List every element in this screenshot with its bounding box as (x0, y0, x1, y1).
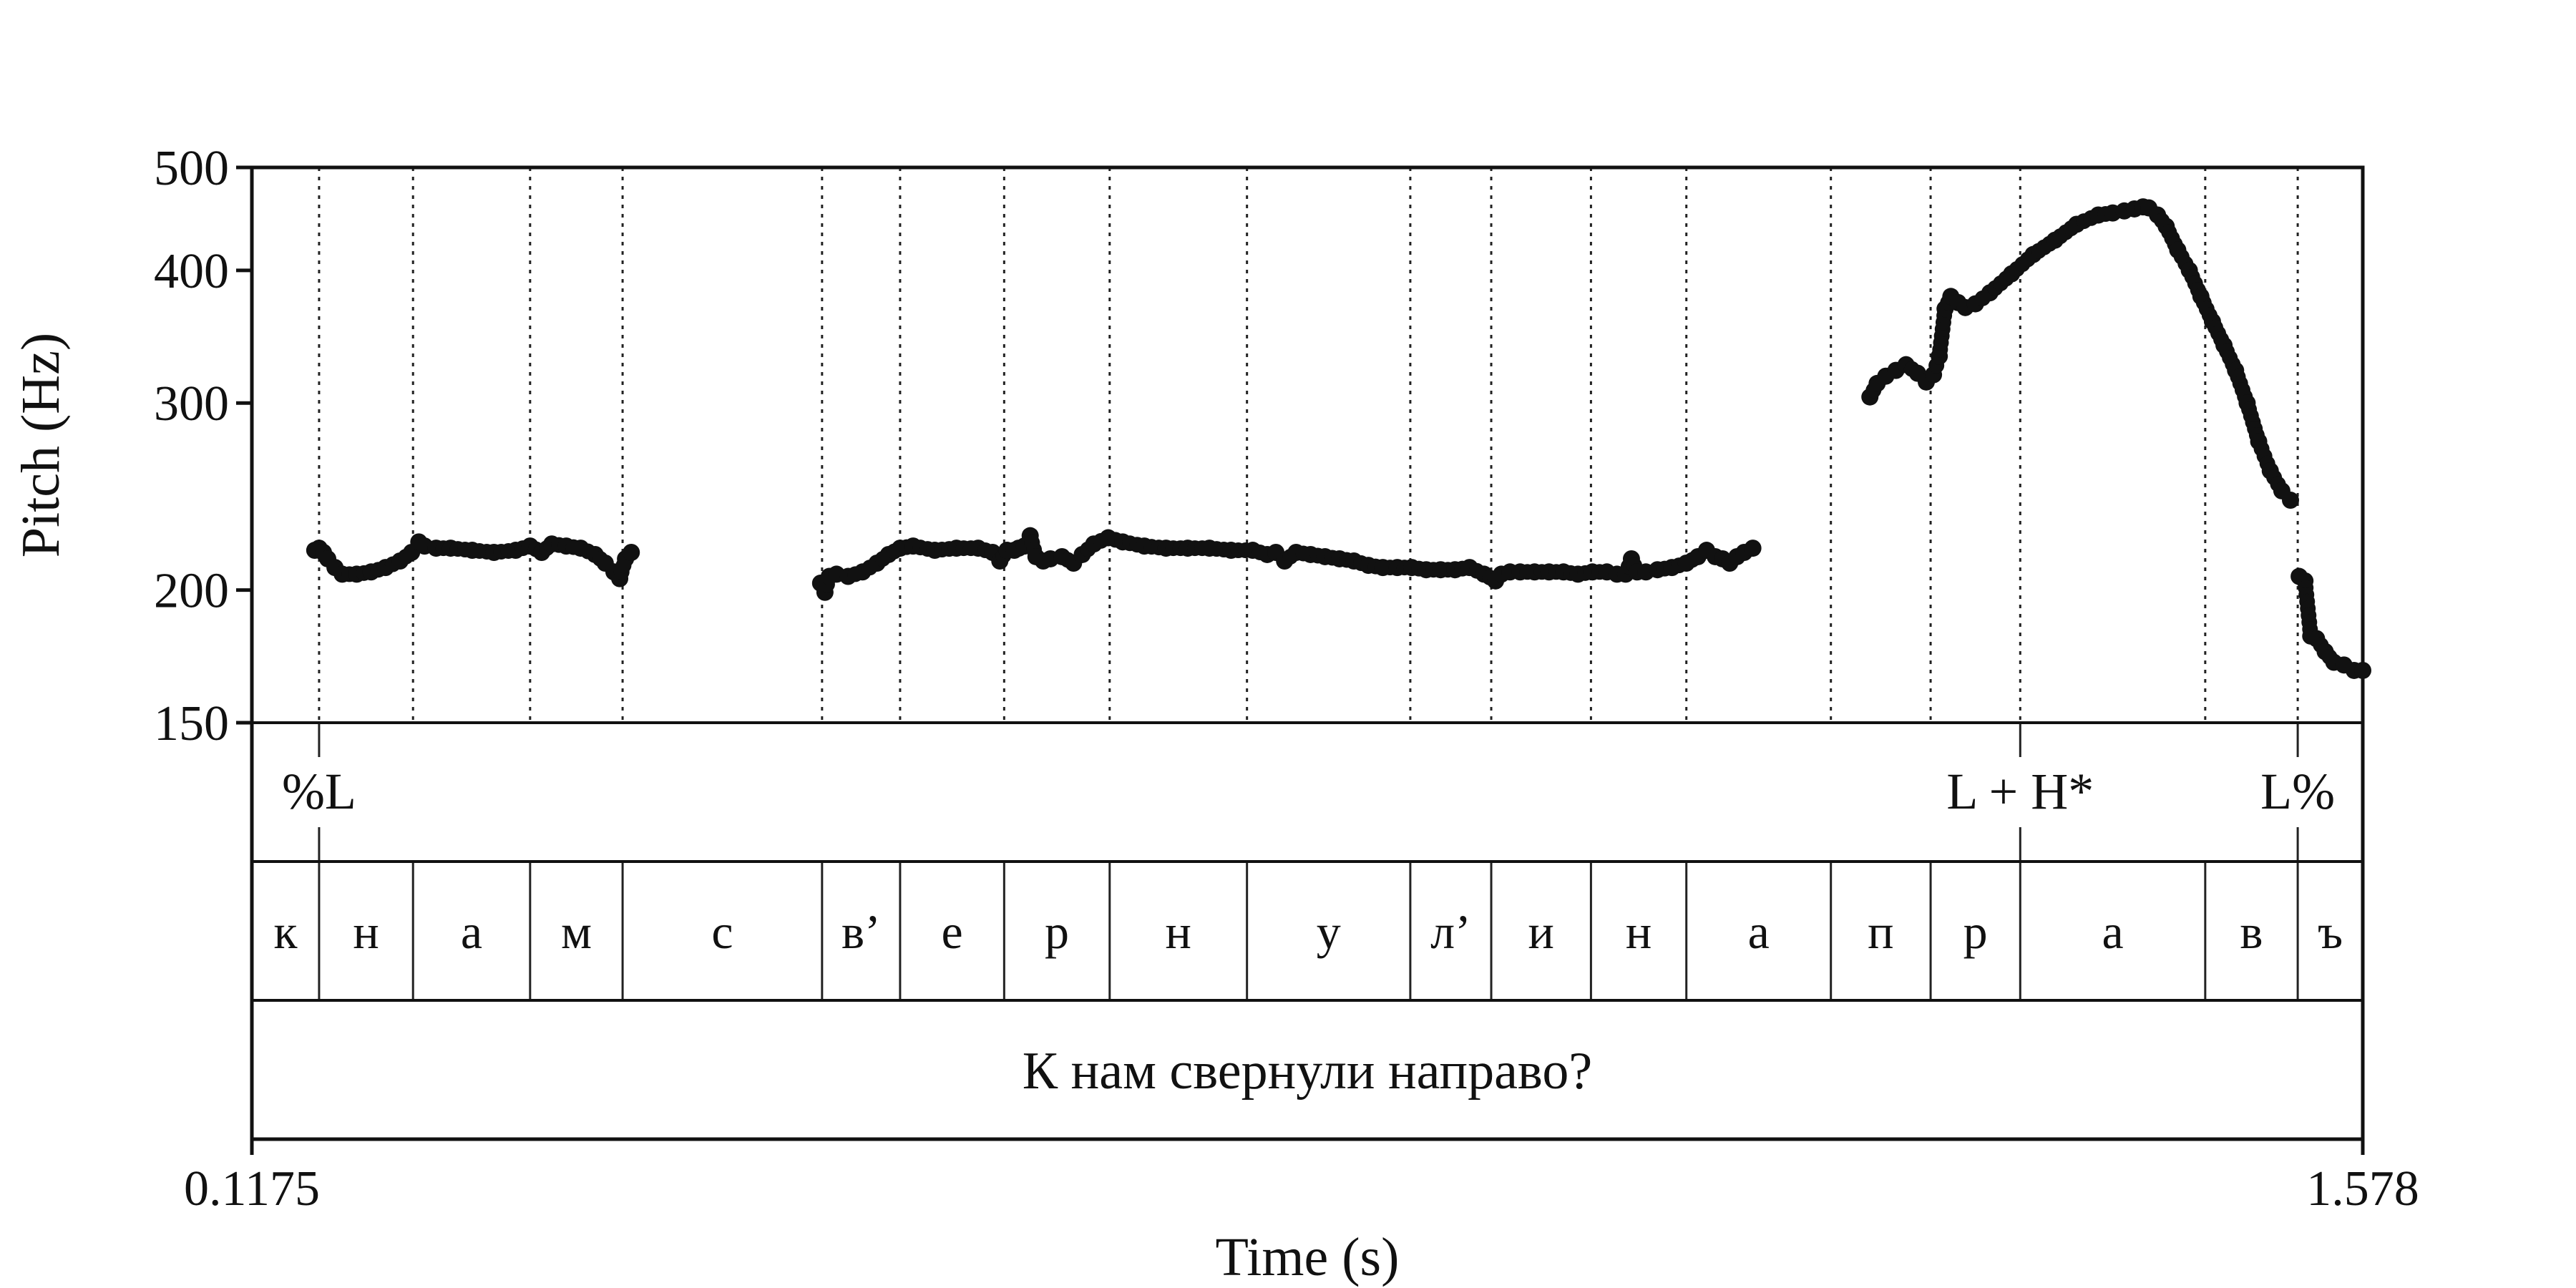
segment-label: п (1868, 904, 1893, 959)
x-tick-label-start: 0.1175 (184, 1161, 320, 1216)
segment-label: н (1166, 904, 1191, 959)
y-tick-label: 400 (154, 244, 229, 299)
tone-label: L + H* (1946, 763, 2094, 820)
x-axis-title: Time (s) (1216, 1227, 1400, 1287)
tone-label: L% (2260, 763, 2335, 820)
tier-grid (318, 167, 2299, 1000)
segment-label: а (461, 904, 482, 959)
segment-label: а (1748, 904, 1770, 959)
pitch-point (623, 543, 640, 561)
y-tick-label: 150 (154, 696, 229, 751)
segment-label: а (2102, 904, 2123, 959)
y-axis: 150 200 300 400 500 (154, 141, 252, 751)
x-tick-label-end: 1.578 (2306, 1161, 2419, 1216)
y-tick-label: 200 (154, 564, 229, 619)
pitch-point (2282, 492, 2300, 509)
y-tick-label: 500 (154, 141, 229, 196)
sentence-label: К нам свернули направо? (1023, 1042, 1592, 1101)
pitch-point (1744, 540, 1762, 557)
segment-label: м (561, 904, 592, 959)
segment-label: ъ (2318, 904, 2343, 959)
segment-label: в’ (841, 904, 881, 959)
plot-frame (250, 165, 2365, 1155)
pitch-track (306, 198, 2371, 679)
segment-label: и (1528, 904, 1554, 959)
y-axis-title: Pitch (Hz) (11, 333, 71, 557)
segment-label: р (1045, 904, 1069, 959)
tone-label: %L (282, 763, 356, 820)
annotation-tiers: %L L + H* L%к н а м с в’ е р н у л’ и н а п р а в ъ (273, 763, 2343, 959)
segment-label: к (273, 904, 298, 959)
segment-label: у (1317, 904, 1341, 959)
segment-label: н (353, 904, 379, 959)
segment-label: с (711, 904, 733, 959)
outer-frame (250, 165, 2365, 1141)
segment-label: р (1963, 904, 1988, 959)
segment-label: в (2240, 904, 2263, 959)
y-tick-label: 300 (154, 376, 229, 431)
segment-label: н (1626, 904, 1652, 959)
segment-label: л’ (1430, 904, 1471, 959)
segment-label: е (942, 904, 963, 959)
